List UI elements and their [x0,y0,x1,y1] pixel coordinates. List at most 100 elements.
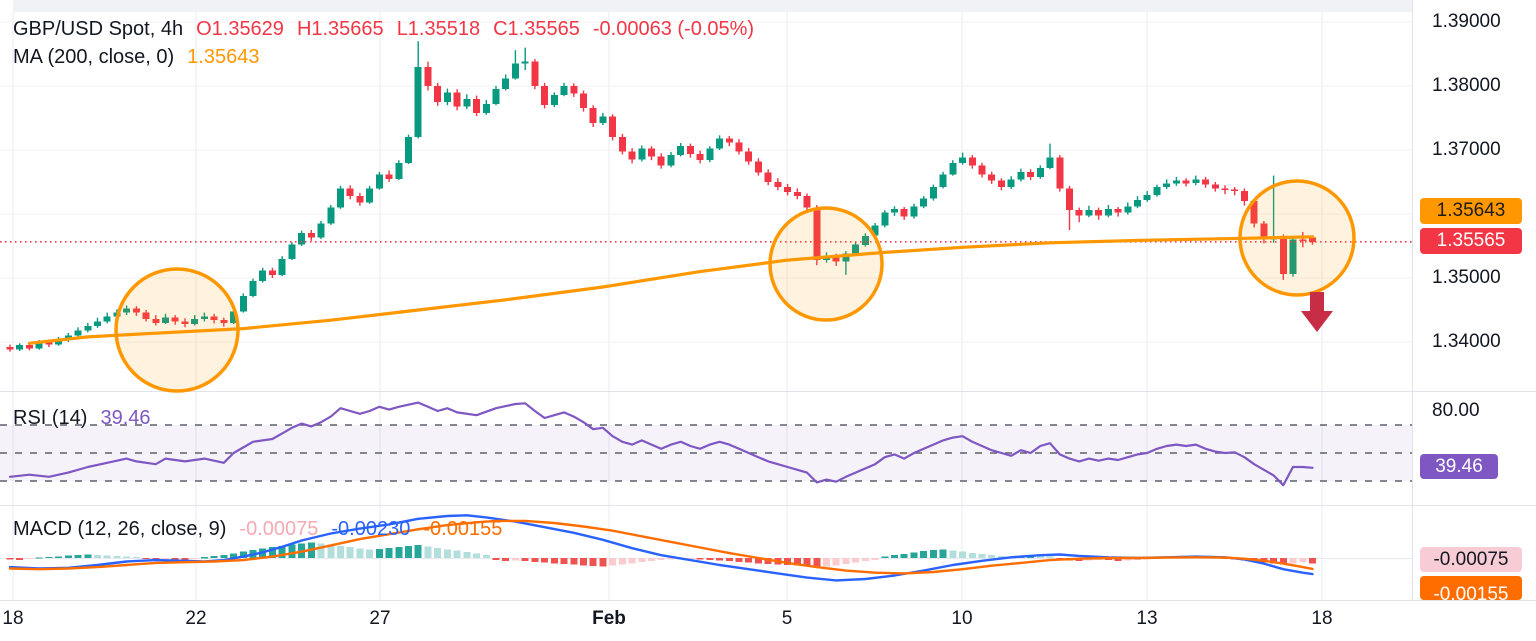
macd-hist-bar [162,558,169,560]
candle-body [317,223,325,238]
down-arrow[interactable] [1301,292,1333,332]
candle-body [910,206,918,217]
macd-hist-bar [443,549,451,559]
candle-body [1289,239,1297,275]
time-tick-label: 18 [1311,608,1333,629]
candle-body [997,180,1005,188]
candle-body [1163,183,1171,188]
candle-body [1046,157,1054,168]
candle-body [706,148,714,161]
macd-hist-bar [113,555,121,558]
candle-body [366,188,374,203]
macd-hist-bar [220,554,228,558]
macd-hist-bar [803,558,811,567]
macd-hist-bar [696,558,704,560]
candle-body [385,174,393,179]
candle-body [716,138,724,149]
ma-legend[interactable]: MA (200, close, 0) 1.35643 [13,44,259,70]
macd-hist-bar [920,551,928,558]
candle-body [871,225,879,236]
ma-label[interactable]: MA (200, close, 0) [13,46,175,68]
time-tick-label: 18 [2,608,24,629]
rsi-label[interactable]: RSI (14) [13,407,88,429]
macd-hist-bar [648,558,655,561]
macd-signal-badge: -0.00155 [1420,576,1522,600]
macd-hist-bar [959,551,967,558]
macd-hist-bar [978,553,986,558]
candle-body [1182,180,1190,184]
time-axis[interactable]: 18 22 27 Feb 5 10 13 18 [0,601,1536,641]
macd-hist-bar [35,557,43,559]
highlight-circle[interactable] [1238,179,1356,297]
candle-body [1260,223,1268,240]
candle-body [793,192,801,196]
candle-body [1056,157,1064,189]
macd-hist-bar [337,545,344,559]
symbol-title[interactable]: GBP/USD Spot, 4h [13,18,184,40]
price-axis[interactable]: 1.39000 1.38000 1.37000 1.35000 1.34000 [1413,0,1536,600]
macd-hist-bar [686,558,694,560]
rsi-line [8,401,1314,487]
macd-hist-bar [317,543,325,558]
macd-legend[interactable]: MACD (12, 26, close, 9) -0.00075 -0.0023… [13,516,502,542]
macd-hist-bar [16,558,24,560]
candle-body [920,198,928,207]
candle-body [424,66,432,86]
candle-body [298,233,306,245]
macd-hist-bar [6,558,14,560]
macd-hist-bar [823,558,830,567]
macd-signal-line [8,519,1314,575]
candle-body [1309,237,1316,242]
candle-body [259,270,267,282]
top-strip [13,0,1412,12]
macd-hist-bar [123,556,131,558]
candle-body [900,208,908,217]
candle-body [570,86,578,94]
macd-label[interactable]: MACD (12, 26, close, 9) [13,518,227,540]
macd-hist-bar [230,553,238,558]
candle-body [25,345,33,349]
candle-body [434,86,442,102]
symbol-legend[interactable]: GBP/USD Spot, 4h O1.35629 H1.35665 L1.35… [13,16,754,42]
time-tick-label: 22 [185,608,207,629]
candle-body [414,66,422,138]
candle-body [696,153,704,161]
macd-hist-bar [268,547,276,558]
rsi-legend[interactable]: RSI (14) 39.46 [13,405,151,431]
candle-body [813,207,821,261]
macd-hist-bar [502,558,510,561]
macd-hist-bar [832,558,840,566]
candle-body [288,244,296,259]
ma-price-badge: 1.35643 [1420,198,1522,224]
macd-hist-bar [939,549,947,558]
ohlc-close: C1.35565 [493,18,580,40]
macd-hist-bar [473,553,481,558]
macd-hist-bar [463,552,471,558]
price-tick-label: 1.34000 [1432,331,1501,352]
candle-body [1085,210,1093,216]
candle-body [375,174,383,189]
candle-body [599,116,607,124]
candle-body [628,151,636,160]
candle-body [725,138,733,143]
ma-200-line [27,235,1315,345]
candle-body [881,212,889,226]
time-tick-label: 10 [951,608,973,629]
candle-body [784,187,792,193]
macd-hist-bar [871,558,879,560]
macd-hist-bar [210,556,218,558]
candle-body [55,340,63,345]
macd-hist-bar [1279,558,1287,565]
highlight-circle[interactable] [768,206,884,322]
macd-hist-bar [599,558,607,567]
candle-body [94,321,101,326]
price-tick-label: 1.38000 [1432,75,1501,96]
highlight-circle[interactable] [114,267,240,393]
candle-body [1143,194,1151,200]
candle-body [852,244,860,254]
candle-body [550,95,558,106]
candle-body [230,311,238,323]
macd-hist-bar [152,558,160,560]
macd-hist-bar [900,553,908,558]
